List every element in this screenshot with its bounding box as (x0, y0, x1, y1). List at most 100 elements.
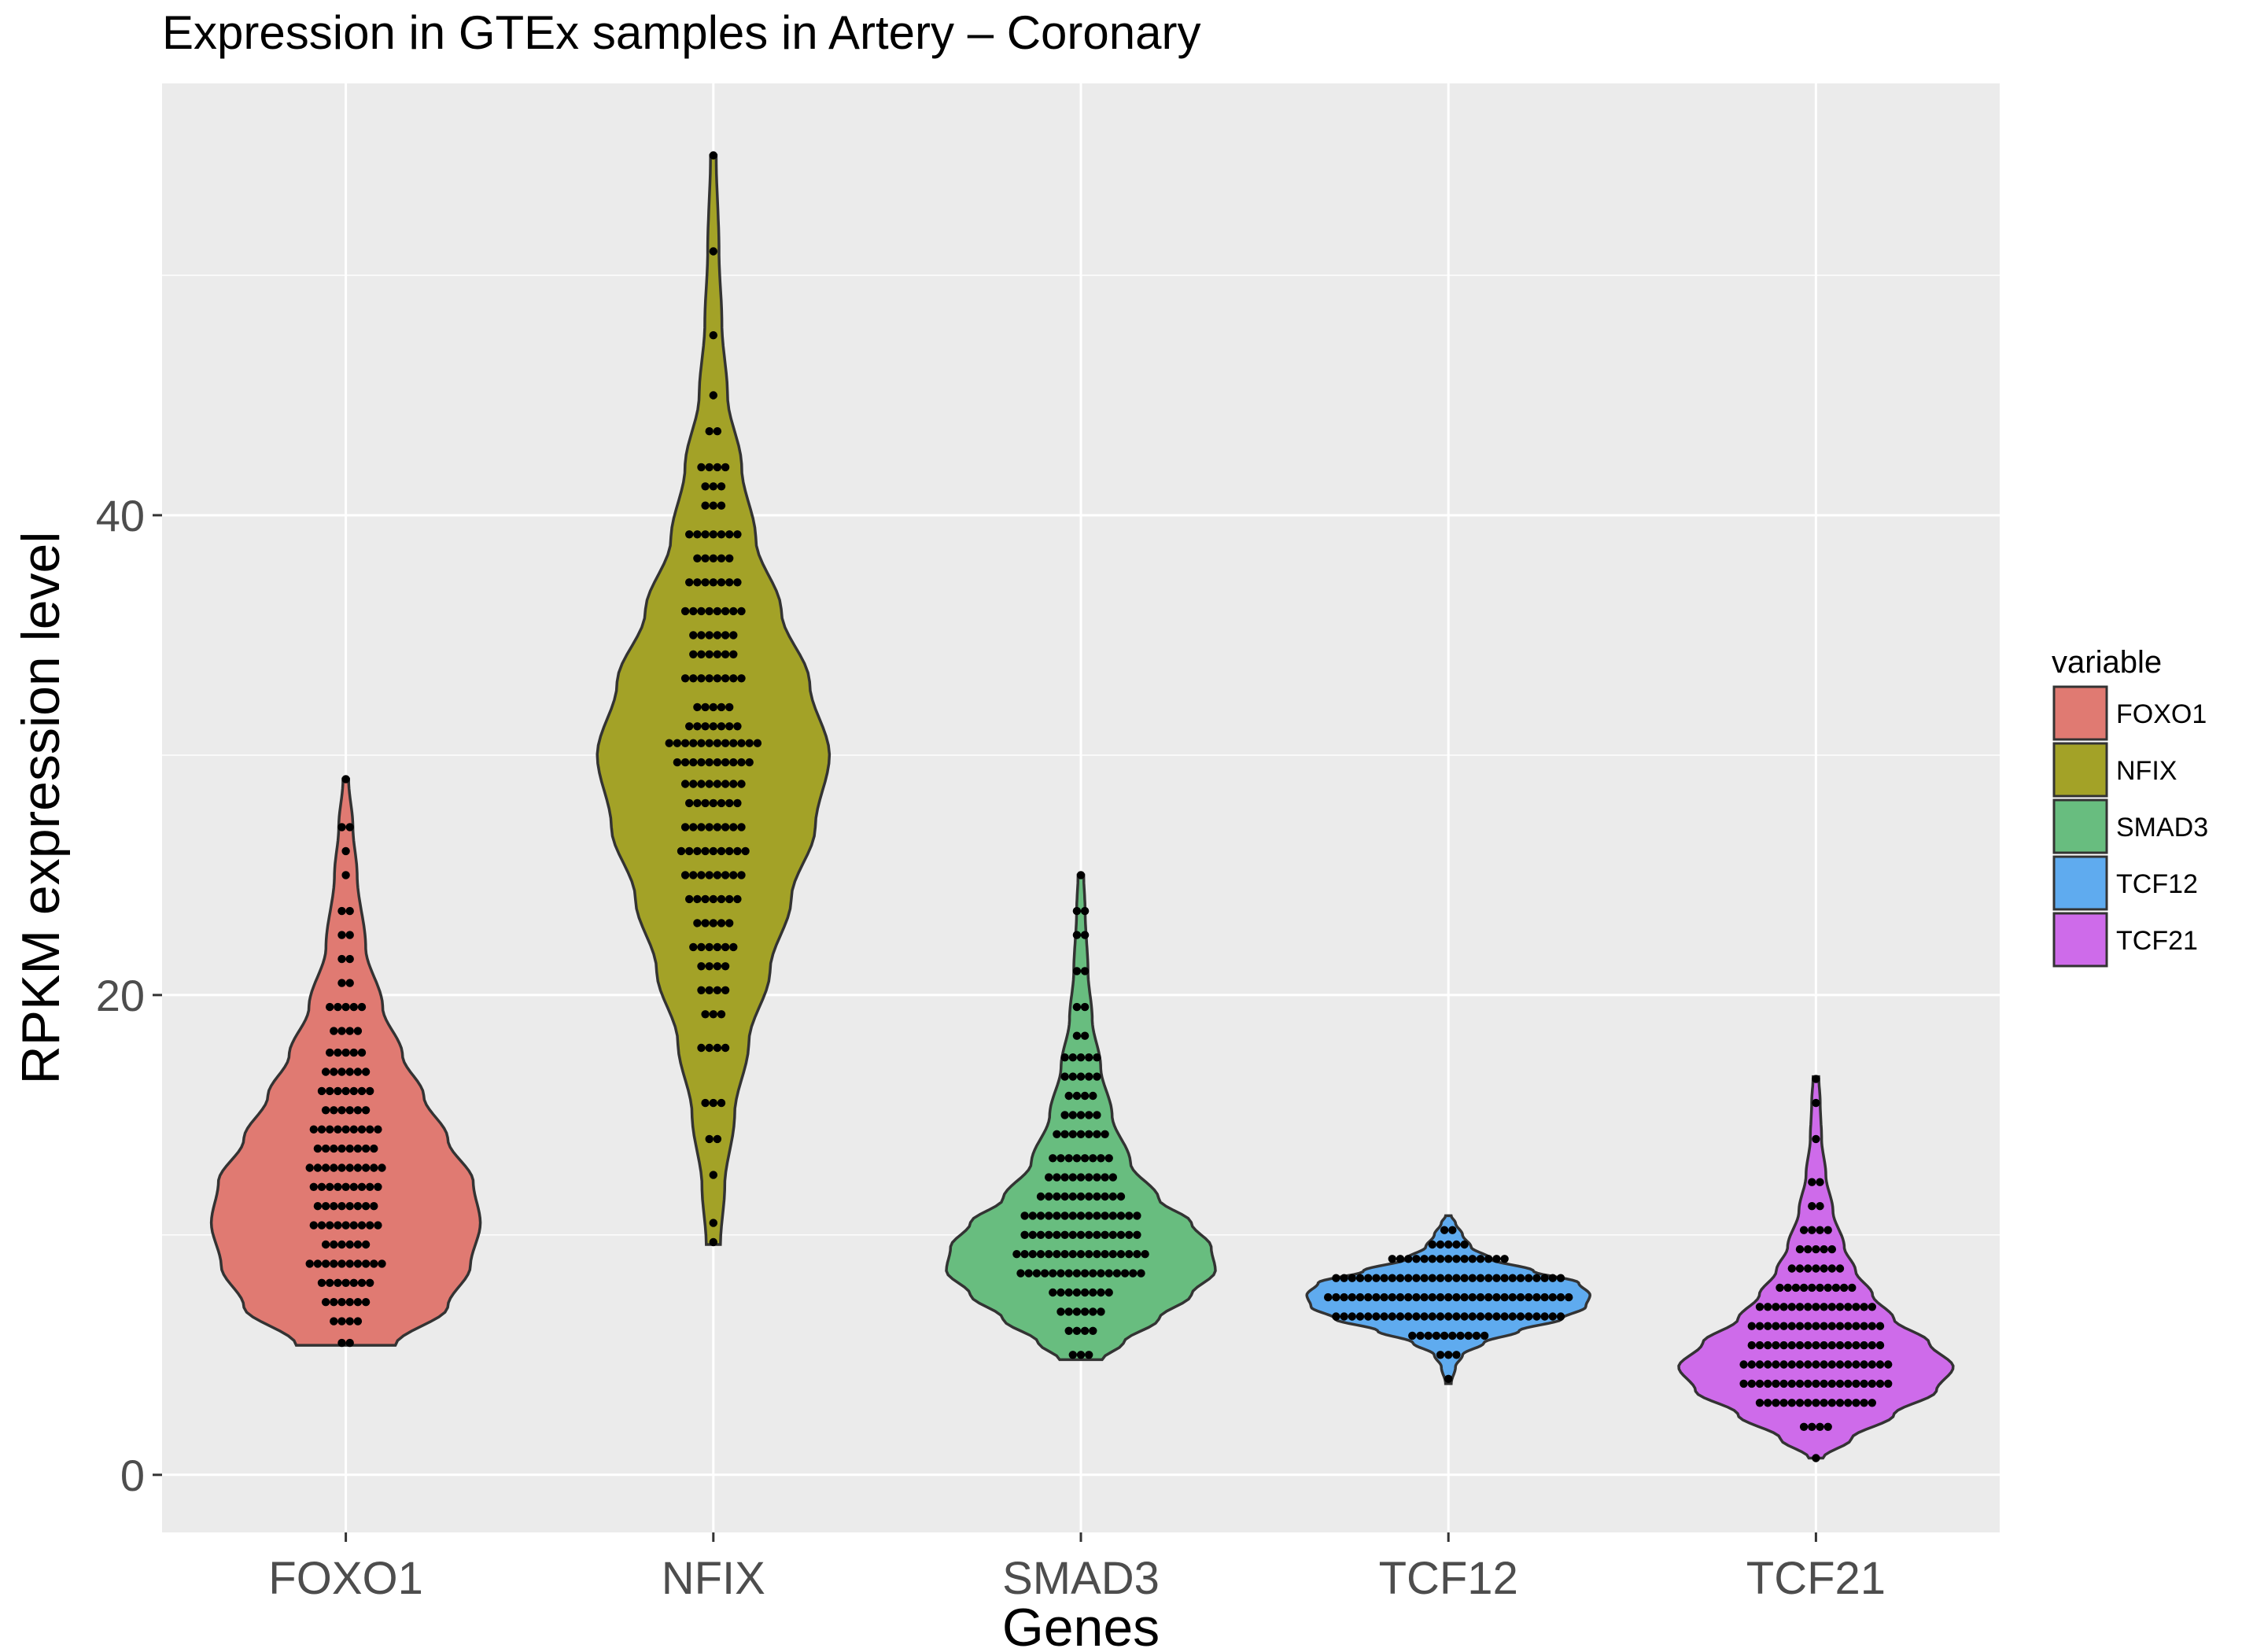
data-point-foxo1 (357, 1086, 367, 1096)
data-point-nfix (705, 427, 714, 436)
data-point-tcf12 (1380, 1274, 1388, 1282)
data-point-nfix (677, 846, 686, 856)
data-point-tcf12 (1420, 1292, 1429, 1302)
data-point-tcf21 (1812, 1245, 1820, 1254)
data-point-tcf21 (1816, 1226, 1824, 1234)
data-point-tcf21 (1844, 1379, 1853, 1388)
data-point-tcf12 (1508, 1274, 1517, 1282)
data-point-foxo1 (305, 1259, 314, 1268)
data-point-tcf21 (1808, 1202, 1816, 1211)
data-point-foxo1 (345, 1106, 354, 1115)
data-point-foxo1 (321, 1068, 330, 1076)
data-point-tcf21 (1755, 1303, 1764, 1311)
data-point-tcf21 (1852, 1360, 1860, 1369)
data-point-tcf12 (1412, 1312, 1421, 1321)
data-point-smad3 (1097, 1154, 1105, 1163)
data-point-smad3 (1045, 1192, 1053, 1201)
data-point-smad3 (1064, 1307, 1073, 1316)
data-point-tcf21 (1844, 1360, 1853, 1369)
data-point-nfix (713, 942, 722, 952)
data-point-nfix (693, 894, 702, 904)
data-point-smad3 (1056, 1288, 1065, 1297)
data-point-smad3 (1053, 1130, 1061, 1139)
data-point-nfix (721, 463, 730, 472)
data-point-smad3 (1028, 1211, 1038, 1220)
data-point-tcf12 (1532, 1274, 1541, 1282)
data-point-tcf21 (1804, 1340, 1812, 1350)
data-point-tcf12 (1500, 1292, 1509, 1302)
data-point-nfix (701, 530, 710, 539)
axes: 0 20 40 FOXO1 NFIX SMAD3 TCF12 TCF21 (96, 491, 1886, 1604)
data-point-tcf12 (1396, 1312, 1405, 1321)
data-point-nfix (697, 463, 706, 472)
data-point-tcf12 (1428, 1255, 1437, 1263)
data-point-nfix (673, 758, 682, 767)
data-point-nfix (709, 722, 717, 731)
data-point-nfix (701, 554, 710, 562)
data-point-nfix (697, 780, 706, 788)
x-axis-title: Genes (1002, 1598, 1160, 1652)
data-point-foxo1 (309, 1221, 318, 1230)
data-point-nfix (693, 702, 702, 712)
data-point-tcf21 (1804, 1322, 1812, 1330)
data-point-foxo1 (353, 1027, 363, 1035)
data-point-tcf21 (1799, 1226, 1809, 1234)
data-point-foxo1 (337, 823, 346, 832)
data-point-foxo1 (321, 1163, 330, 1172)
data-point-tcf21 (1795, 1264, 1805, 1273)
data-point-foxo1 (337, 906, 346, 916)
data-point-tcf12 (1492, 1255, 1501, 1263)
data-point-tcf21 (1827, 1340, 1836, 1350)
data-point-smad3 (1060, 1192, 1069, 1201)
data-point-tcf21 (1823, 1226, 1832, 1234)
data-point-smad3 (1064, 1154, 1073, 1163)
data-point-nfix (701, 846, 710, 856)
data-point-nfix (729, 674, 738, 683)
data-point-tcf21 (1812, 1075, 1820, 1083)
data-point-foxo1 (321, 1202, 330, 1211)
data-point-tcf21 (1764, 1399, 1772, 1407)
data-point-tcf12 (1468, 1274, 1477, 1282)
data-point-nfix (721, 674, 730, 683)
data-point-tcf12 (1460, 1312, 1469, 1321)
data-point-smad3 (1076, 1072, 1086, 1081)
data-point-tcf12 (1388, 1312, 1397, 1321)
data-point-foxo1 (330, 1068, 338, 1076)
data-point-tcf12 (1492, 1312, 1501, 1321)
data-point-tcf21 (1808, 1178, 1816, 1186)
data-point-nfix (701, 482, 710, 491)
data-point-smad3 (1080, 1031, 1090, 1040)
data-point-foxo1 (326, 1125, 334, 1134)
data-point-smad3 (1101, 1192, 1109, 1201)
data-point-nfix (697, 962, 706, 971)
data-point-smad3 (1085, 1351, 1093, 1359)
data-point-smad3 (1093, 1192, 1101, 1201)
data-point-tcf21 (1844, 1340, 1853, 1350)
data-point-nfix (705, 871, 714, 879)
data-point-smad3 (1068, 1192, 1078, 1201)
data-point-nfix (709, 578, 717, 587)
data-point-nfix (701, 578, 710, 587)
data-point-tcf21 (1812, 1379, 1820, 1388)
data-point-nfix (721, 942, 730, 952)
data-point-smad3 (1028, 1230, 1038, 1240)
data-point-tcf21 (1868, 1379, 1876, 1388)
data-point-tcf21 (1835, 1264, 1845, 1273)
data-point-smad3 (1104, 1154, 1113, 1163)
data-point-foxo1 (349, 1182, 358, 1192)
data-point-tcf12 (1444, 1292, 1453, 1302)
data-point-foxo1 (374, 1221, 382, 1230)
data-point-smad3 (1101, 1211, 1109, 1220)
data-point-foxo1 (313, 1144, 323, 1153)
data-point-tcf21 (1884, 1360, 1893, 1369)
data-point-nfix (709, 1098, 717, 1108)
data-point-foxo1 (313, 1202, 323, 1211)
data-point-nfix (737, 780, 746, 788)
data-point-nfix (689, 607, 698, 616)
data-point-nfix (685, 846, 694, 856)
data-point-tcf21 (1839, 1283, 1849, 1292)
data-point-smad3 (1028, 1250, 1038, 1259)
data-point-smad3 (1068, 1250, 1078, 1259)
data-point-nfix (709, 554, 717, 562)
data-point-nfix (709, 391, 717, 400)
